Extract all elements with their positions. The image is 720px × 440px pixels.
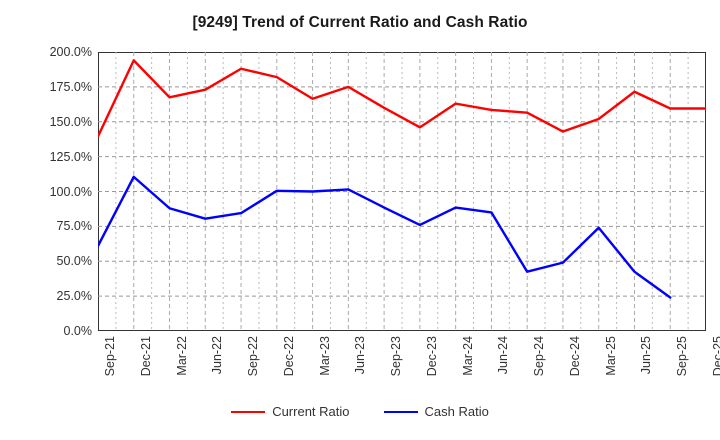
x-axis-tick-label: Mar-24	[460, 336, 475, 376]
y-axis-tick-label: 200.0%	[49, 45, 92, 59]
y-axis-tick-label: 50.0%	[56, 254, 92, 269]
y-axis-tick-label: 25.0%	[56, 289, 92, 304]
x-axis-tick-label: Jun-22	[210, 336, 225, 375]
x-axis-tick-label: Sep-24	[532, 336, 547, 377]
legend-line-icon	[231, 410, 266, 413]
x-axis-tick-label: Dec-25	[711, 336, 720, 377]
x-axis-tick-label: Sep-22	[246, 336, 261, 377]
x-axis-tick-label: Jun-24	[496, 336, 511, 375]
legend-item[interactable]: Current Ratio	[231, 404, 350, 419]
y-axis-tick-label: 0.0%	[63, 324, 93, 338]
y-axis-tick-label: 150.0%	[49, 114, 92, 129]
x-axis-tick-label: Jun-23	[353, 336, 368, 375]
legend-label: Cash Ratio	[424, 404, 489, 419]
chart-title: [9249] Trend of Current Ratio and Cash R…	[192, 14, 528, 31]
series-line-cash-ratio	[98, 175, 672, 299]
x-axis-tick-label: Sep-23	[389, 336, 404, 377]
x-axis-labels: Sep-21 Dec-21 Mar-22 Jun-22 Sep-22 Dec-22 Mar-…	[98, 336, 720, 398]
legend-label: Current Ratio	[272, 404, 350, 419]
y-axis-tick-label: 125.0%	[49, 149, 92, 164]
legend-line-icon	[383, 410, 418, 413]
x-axis-tick-label: Dec-21	[138, 336, 153, 377]
y-axis-tick-label: 100.0%	[49, 184, 92, 199]
x-axis-tick-label: Sep-21	[103, 336, 117, 377]
x-axis-tick-label: Dec-23	[424, 336, 439, 377]
x-axis-tick-label: Sep-25	[675, 336, 690, 377]
series-line-current-ratio	[98, 59, 706, 138]
x-axis-tick-label: Dec-24	[567, 336, 582, 377]
x-axis-tick-label: Mar-23	[317, 336, 332, 376]
y-axis-tick-label: 75.0%	[56, 219, 92, 234]
x-axis-tick-label: Jun-25	[639, 336, 654, 375]
y-axis-tick-label: 175.0%	[49, 79, 92, 94]
plot-area	[98, 52, 706, 331]
x-axis-tick-label: Mar-25	[603, 336, 618, 376]
x-axis-tick-label: Dec-22	[281, 336, 296, 377]
legend-item[interactable]: Cash Ratio	[383, 404, 489, 419]
y-axis-labels: 200.0% 175.0% 150.0% 125.0% 100.0% 75.0% 50.0%…	[0, 45, 92, 338]
chart-legend: Current Ratio Cash Ratio	[0, 404, 720, 419]
x-axis-tick-label: Mar-22	[174, 336, 189, 376]
